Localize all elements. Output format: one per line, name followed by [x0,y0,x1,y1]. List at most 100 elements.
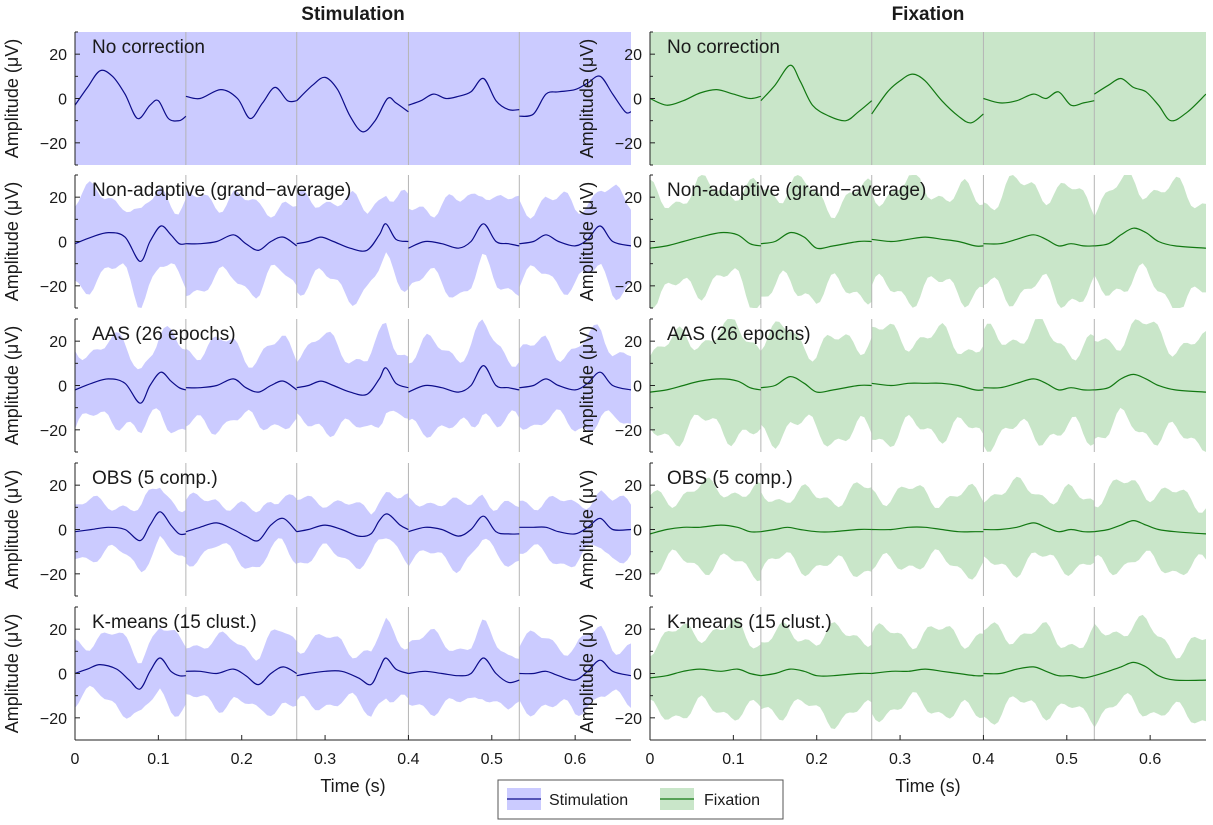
legend-stimulation-label: Stimulation [549,792,628,809]
mean-line-fix-epoch-5 [1093,77,1206,122]
band-fix-epoch-4 [983,476,1095,578]
panel-kmeans-stim: 20 0 −20 Amplitude (μV) K-means (15 clust.) 0… [2,606,631,796]
band-stim-epoch-1 [75,627,186,719]
mean-line-fix-epoch-5 [1094,661,1206,682]
y-tick-label: 0 [633,379,642,396]
y-tick-label: −20 [615,279,642,296]
y-tick-label: 20 [624,478,642,495]
y-tick-label: 0 [58,379,67,396]
mean-line-stim-epoch-5 [519,225,631,247]
mean-line-stim-epoch-5 [519,75,631,117]
y-axis-label: Amplitude (μV) [577,39,597,158]
x-tick-label: 0.1 [722,751,744,768]
y-tick-label: 20 [624,190,642,207]
x-tick-label: 0.2 [231,751,253,768]
y-tick-label: 0 [633,235,642,252]
mean-line-fix-epoch-5 [1094,373,1206,393]
band-fix-epoch-2 [760,482,872,577]
x-tick-label: 0.6 [1139,751,1161,768]
mean-line-fix-epoch-5 [1094,519,1206,535]
mean-line-fix-epoch-5 [1094,227,1206,249]
y-tick-label: −20 [40,567,67,584]
band-fix-epoch-3 [871,175,984,308]
mean-line-stim-epoch-2 [185,517,298,542]
mean-line-stim-epoch-2 [185,378,298,393]
column-title-fix: Fixation [892,4,965,25]
band-stim-epoch-1 [75,326,186,434]
mean-line-fix-epoch-2 [760,64,873,122]
y-tick-label: −20 [40,279,67,296]
x-tick-label: 0.3 [314,751,336,768]
panel-nonadaptive-fix: 20 0 −20 Amplitude (μV) Non-adaptive (grand−… [577,174,1206,309]
y-axis-label: Amplitude (μV) [577,470,597,589]
y-axis-label: Amplitude (μV) [2,39,22,158]
x-tick-label: 0.2 [806,751,828,768]
x-axis-label: Time (s) [320,776,385,796]
panel-label-nonadaptive: Non-adaptive (grand−average) [667,180,926,201]
band-fix-epoch-3 [871,323,984,447]
mean-line-fix-epoch-1 [650,524,761,535]
mean-line-stim-epoch-3 [296,657,409,686]
panel-aas-stim: 20 0 −20 Amplitude (μV) AAS (26 epochs) [2,318,631,453]
y-axis-label: Amplitude (μV) [577,326,597,445]
y-axis-label: Amplitude (μV) [577,614,597,733]
legend-box [497,779,784,820]
y-tick-label: 0 [58,667,67,684]
y-tick-label: −20 [40,711,67,728]
panels: 20 0 −20 Amplitude (μV) No correction 20 0 −20 A… [2,31,1206,796]
mean-line-fix-epoch-4 [983,666,1095,679]
band-stim-epoch-3 [296,492,409,570]
band-fix-epoch-1 [650,319,761,447]
y-axis-label: Amplitude (μV) [2,614,22,733]
mean-line-stim-epoch-1 [75,371,187,404]
mean-line-fix-epoch-2 [760,231,872,250]
band-fix-epoch-5 [1094,175,1206,308]
mean-line-stim-epoch-4 [408,515,520,537]
band-stim-epoch-5 [519,324,631,432]
panel-obs-stim: 20 0 −20 Amplitude (μV) OBS (5 comp.) [2,462,631,597]
band-stim [75,32,631,165]
y-axis-label: Amplitude (μV) [2,182,22,301]
mean-line-stim-epoch-3 [296,223,409,252]
y-axis-label: Amplitude (μV) [2,470,22,589]
y-tick-label: −20 [615,567,642,584]
band-stim-epoch-3 [296,189,409,306]
x-tick-label: 0 [646,751,655,768]
y-tick-label: 0 [633,667,642,684]
band-stim-epoch-5 [519,490,631,568]
y-tick-label: −20 [615,711,642,728]
panel-nocorr-stim: 20 0 −20 Amplitude (μV) No correction [2,31,631,166]
band-fix-epoch-5 [1094,479,1206,576]
band-fix-epoch-1 [650,477,761,582]
mean-line-fix-epoch-4 [983,378,1095,391]
mean-line-stim-epoch-1 [75,511,186,542]
panel-obs-fix: 20 0 −20 Amplitude (μV) OBS (5 comp.) [577,462,1206,597]
mean-line-fix-epoch-1 [650,88,762,106]
mean-line-fix-epoch-3 [871,382,984,391]
band-fix-epoch-2 [760,175,872,305]
mean-line-fix-epoch-4 [983,234,1095,247]
mean-line-stim-epoch-2 [185,234,298,251]
panel-label-obs: OBS (5 comp.) [667,468,793,489]
y-axis-label: Amplitude (μV) [577,182,597,301]
mean-line-stim-epoch-3 [296,76,409,133]
mean-line-fix-epoch-4 [983,522,1095,533]
x-tick-label: 0.5 [1056,751,1078,768]
y-tick-label: −20 [615,136,642,153]
y-tick-label: 0 [58,235,67,252]
mean-line-fix-epoch-2 [760,526,872,533]
y-tick-label: 0 [58,523,67,540]
mean-line-fix-epoch-2 [760,375,872,394]
mean-line-stim-epoch-2 [185,666,297,686]
band-stim-epoch-2 [185,190,297,299]
x-tick-label: 0.5 [481,751,503,768]
mean-line-stim-epoch-1 [75,69,187,122]
panel-label-kmeans: K-means (15 clust.) [667,612,832,633]
band-fix-epoch-4 [983,622,1095,727]
mean-line-fix-epoch-1 [650,378,761,393]
mean-line-stim-epoch-4 [408,657,520,684]
band-fix-epoch-3 [871,623,984,723]
legend: Stimulation Fixation [497,779,784,820]
y-tick-label: 20 [49,190,67,207]
